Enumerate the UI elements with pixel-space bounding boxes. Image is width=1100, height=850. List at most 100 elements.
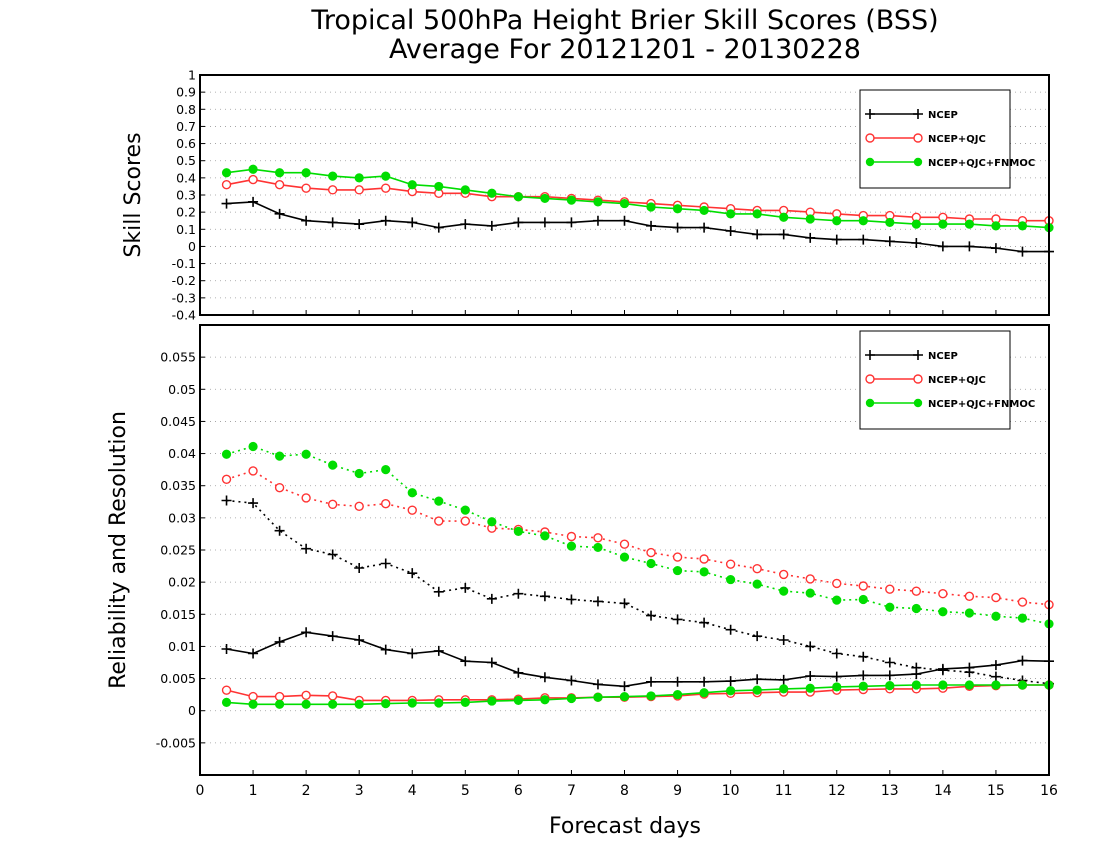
skill-point-1 xyxy=(274,180,285,190)
skill-point-0 xyxy=(911,238,922,248)
legend-label: NCEP xyxy=(928,110,958,121)
rel-point-2 xyxy=(593,542,603,553)
skill-point-0 xyxy=(619,215,630,226)
skill-y-tick-label: 0 xyxy=(188,239,196,254)
x-tick-label: 3 xyxy=(355,783,364,799)
legend-marker xyxy=(865,350,875,360)
legend-marker xyxy=(913,374,923,384)
skill-point-2 xyxy=(964,219,975,229)
rel-point-0 xyxy=(646,610,657,621)
rel-point-2 xyxy=(407,488,417,498)
rel-point-2 xyxy=(460,505,470,515)
skill-point-2 xyxy=(540,193,550,204)
skill-point-2 xyxy=(619,198,630,209)
rel-point-0 xyxy=(778,635,789,645)
rel-point-5 xyxy=(513,695,523,706)
rel-point-2 xyxy=(779,586,789,596)
rel-point-2 xyxy=(752,579,762,589)
rel-point-3 xyxy=(699,676,710,687)
legend-box xyxy=(859,89,1011,189)
rel-point-5 xyxy=(832,682,842,692)
skill-y-tick-label: 0.4 xyxy=(176,170,196,185)
rel-point-0 xyxy=(725,624,736,635)
skill-point-2 xyxy=(381,171,391,181)
rel-point-0 xyxy=(672,614,683,625)
rel-point-4 xyxy=(221,685,232,695)
rel-point-5 xyxy=(726,686,736,696)
skill-point-0 xyxy=(592,215,603,226)
rel-point-1 xyxy=(354,501,364,511)
skill-point-2 xyxy=(938,219,948,229)
skill-plot-frame xyxy=(199,74,1050,316)
rel-point-3 xyxy=(911,669,922,680)
rel-point-1 xyxy=(778,569,789,580)
rel-point-3 xyxy=(566,675,577,686)
rel-point-1 xyxy=(672,552,683,562)
rel-point-0 xyxy=(248,498,259,509)
rel-point-2 xyxy=(699,567,709,577)
skill-point-2 xyxy=(513,192,523,202)
rel-point-5 xyxy=(938,680,948,690)
legend-label: NCEP+QJC+FNMOC xyxy=(928,399,1035,410)
rel-point-5 xyxy=(646,691,656,701)
rel-point-1 xyxy=(460,516,471,526)
rel-point-5 xyxy=(858,681,868,691)
rel-point-3 xyxy=(884,670,895,681)
rel-point-4 xyxy=(274,691,285,702)
skill-series-line-0 xyxy=(226,201,1049,253)
x-tick-label: 10 xyxy=(722,783,740,799)
rel-point-1 xyxy=(221,474,232,484)
rel-point-0 xyxy=(539,591,550,602)
rel-point-5 xyxy=(672,690,683,700)
skill-point-2 xyxy=(274,168,285,178)
rel-y-tick-label: 0.03 xyxy=(168,510,196,525)
rel-point-5 xyxy=(805,683,815,693)
skill-point-2 xyxy=(566,195,577,205)
rel-point-1 xyxy=(699,554,709,564)
skill-point-0 xyxy=(301,215,312,226)
rel-point-1 xyxy=(593,533,603,543)
skill-point-2 xyxy=(752,209,762,219)
rel-point-3 xyxy=(274,636,285,647)
x-tick-label: 1 xyxy=(249,783,258,799)
skill-point-2 xyxy=(434,181,444,192)
rel-point-3 xyxy=(407,648,418,659)
x-tick-label: 5 xyxy=(461,783,470,799)
rel-point-3 xyxy=(937,663,948,674)
rel-point-5 xyxy=(964,680,975,690)
legend-marker xyxy=(913,398,923,408)
rel-y-tick-label: 0.015 xyxy=(160,607,196,622)
rel-point-0 xyxy=(592,596,603,607)
rel-point-3 xyxy=(1017,655,1028,666)
y-axis-label-skill: Skill Scores xyxy=(121,132,146,257)
skill-point-0 xyxy=(672,222,683,233)
skill-point-0 xyxy=(1017,246,1028,257)
rel-point-1 xyxy=(885,584,895,594)
rel-point-1 xyxy=(938,589,948,599)
rel-y-tick-label: -0.005 xyxy=(156,735,196,750)
rel-point-0 xyxy=(831,648,842,659)
legend-label: NCEP xyxy=(928,351,958,362)
rel-y-tick-label: 0.045 xyxy=(160,414,196,429)
rel-point-2 xyxy=(221,449,232,459)
skill-point-0 xyxy=(725,226,736,236)
skill-point-0 xyxy=(699,222,710,233)
skill-point-2 xyxy=(832,216,842,226)
rel-point-3 xyxy=(672,676,683,687)
skill-y-tick-label: -0.3 xyxy=(172,290,196,305)
rel-point-0 xyxy=(380,558,391,569)
skill-point-2 xyxy=(911,219,921,229)
rel-point-5 xyxy=(991,680,1001,690)
skill-point-2 xyxy=(805,214,815,224)
rel-point-0 xyxy=(566,594,577,605)
rel-point-5 xyxy=(407,698,417,708)
skill-y-tick-label: 1 xyxy=(188,68,196,83)
rel-point-5 xyxy=(301,699,311,709)
legend-marker xyxy=(865,374,875,384)
rel-point-3 xyxy=(752,674,763,685)
rel-point-2 xyxy=(672,565,683,576)
rel-point-2 xyxy=(832,595,842,605)
rel-point-5 xyxy=(779,684,789,694)
x-tick-label: 13 xyxy=(881,783,899,799)
rel-point-3 xyxy=(513,667,524,678)
